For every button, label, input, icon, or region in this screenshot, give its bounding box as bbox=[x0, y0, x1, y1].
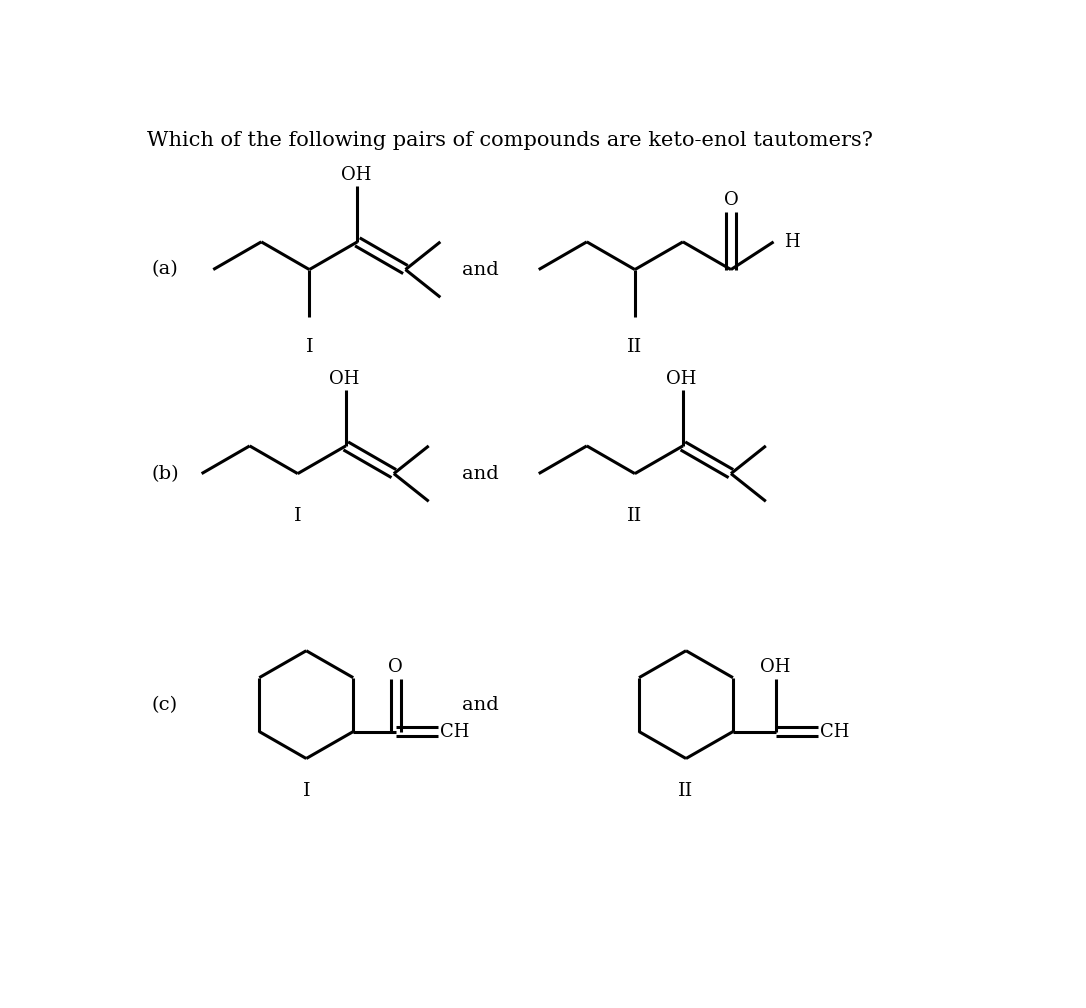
Text: and: and bbox=[463, 261, 498, 278]
Text: I: I bbox=[302, 782, 311, 800]
Text: O: O bbox=[389, 658, 403, 676]
Text: OH: OH bbox=[666, 370, 696, 388]
Text: (a): (a) bbox=[151, 261, 178, 278]
Text: I: I bbox=[305, 338, 313, 356]
Text: OH: OH bbox=[760, 658, 791, 676]
Text: and: and bbox=[463, 696, 498, 714]
Text: H: H bbox=[784, 233, 800, 251]
Text: Which of the following pairs of compounds are keto-enol tautomers?: Which of the following pairs of compound… bbox=[148, 131, 873, 150]
Text: I: I bbox=[294, 507, 302, 525]
Text: O: O bbox=[723, 191, 738, 209]
Text: CH: CH bbox=[440, 723, 469, 741]
Text: CH: CH bbox=[820, 723, 849, 741]
Text: and: and bbox=[463, 465, 498, 483]
Text: OH: OH bbox=[341, 166, 371, 183]
Text: (b): (b) bbox=[151, 465, 179, 483]
Text: (c): (c) bbox=[151, 696, 177, 714]
Text: II: II bbox=[679, 782, 694, 800]
Text: OH: OH bbox=[329, 370, 359, 388]
Text: II: II bbox=[628, 507, 643, 525]
Text: II: II bbox=[628, 338, 643, 356]
